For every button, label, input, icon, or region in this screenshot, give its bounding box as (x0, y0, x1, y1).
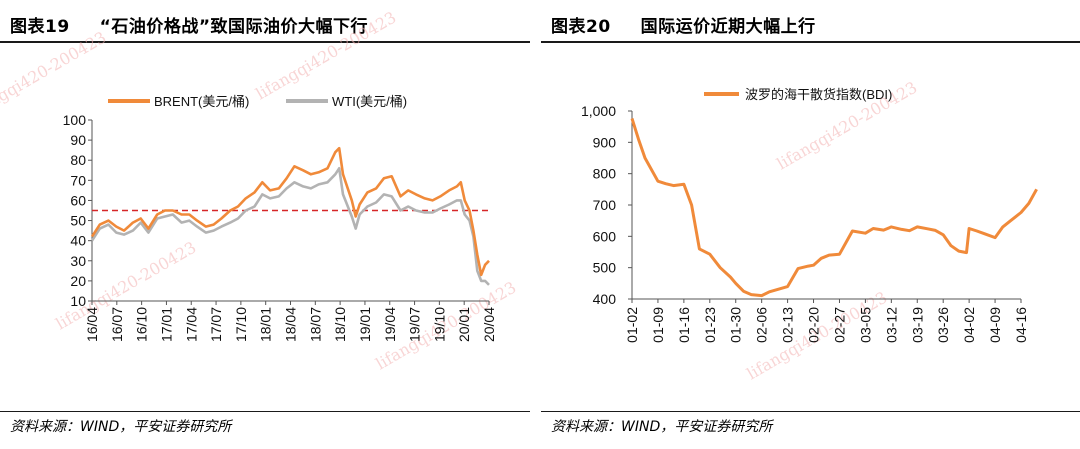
oil-price-chart: lifangqi420-200423 lifangqi420-200423lifa… (0, 8, 519, 374)
y-tick-label: 60 (70, 192, 86, 208)
x-tick-label: 18/10 (332, 307, 348, 342)
x-tick-label: 17/07 (208, 307, 224, 342)
y-tick-label: 400 (593, 291, 617, 307)
x-tick-label: 03-26 (935, 307, 951, 343)
x-tick-label: 01-23 (702, 307, 718, 343)
watermark-text: lifangqi420-200423 (0, 28, 109, 124)
x-tick-label: 04-09 (987, 307, 1003, 343)
source-note: 资料来源：WIND，平安证券研究所 (10, 419, 232, 435)
x-tick-label: 02-06 (754, 307, 770, 343)
x-tick-label: 01-16 (676, 307, 692, 343)
figure-number: 图表20 (551, 17, 611, 37)
x-tick-label: 19/07 (407, 307, 423, 342)
y-tick-label: 600 (593, 228, 617, 244)
x-tick-label: 02-13 (780, 307, 796, 343)
legend-label: WTI(美元/桶) (332, 94, 407, 109)
y-tick-label: 500 (593, 260, 617, 276)
figure-title-text: “石油价格战”致国际油价大幅下行 (99, 17, 369, 37)
x-tick-label: 19/01 (357, 307, 373, 342)
y-tick-label: 100 (63, 112, 87, 128)
figure-title: 图表20 国际运价近期大幅上行 (551, 12, 816, 37)
y-tick-label: 80 (70, 152, 86, 168)
figure-20-panel: 图表20 国际运价近期大幅上行 lifangqi420-200423 lifangq… (541, 0, 1080, 449)
legend-label: BRENT(美元/桶) (154, 94, 249, 109)
y-tick-label: 800 (593, 166, 617, 182)
x-tick-label: 17/10 (233, 307, 249, 342)
figure-19-panel: 图表19 “石油价格战”致国际油价大幅下行 lifangqi420-200423 l… (0, 0, 530, 449)
title-rule (0, 41, 530, 43)
watermark-text: lifangqi420-200423 (253, 8, 400, 104)
x-tick-label: 19/10 (431, 307, 447, 342)
x-tick-label: 20/04 (481, 307, 497, 342)
x-tick-label: 04-16 (1013, 307, 1029, 343)
brent-series-line (90, 146, 490, 277)
y-tick-label: 700 (593, 197, 617, 213)
y-tick-label: 40 (70, 233, 86, 249)
x-tick-label: 16/04 (84, 307, 100, 342)
x-tick-label: 18/01 (258, 307, 274, 342)
figure-title: 图表19 “石油价格战”致国际油价大幅下行 (10, 12, 368, 37)
figure-title-text: 国际运价近期大幅上行 (640, 17, 816, 37)
x-tick-label: 20/01 (456, 307, 472, 342)
x-tick-label: 02-27 (831, 307, 847, 343)
y-tick-label: 30 (70, 253, 86, 269)
x-tick-label: 16/07 (109, 307, 125, 342)
x-tick-label: 17/01 (158, 307, 174, 342)
x-tick-label: 03-12 (883, 307, 899, 343)
bdi-series-line (630, 118, 1038, 298)
y-tick-label: 1,000 (581, 103, 616, 119)
bdi-chart: lifangqi420-200423lifangqi420-2004234005… (581, 78, 1038, 383)
x-tick-label: 17/04 (183, 307, 199, 342)
source-rule (541, 411, 1080, 412)
x-tick-label: 04-02 (961, 307, 977, 343)
y-tick-label: 70 (70, 172, 86, 188)
x-tick-label: 18/04 (283, 307, 299, 342)
source-note: 资料来源：WIND，平安证券研究所 (551, 419, 773, 435)
x-tick-label: 01-30 (728, 307, 744, 343)
source-rule (0, 411, 530, 412)
x-tick-label: 16/10 (134, 307, 150, 342)
wti-series-line (90, 167, 490, 286)
title-rule (541, 41, 1080, 43)
y-tick-label: 900 (593, 134, 617, 150)
x-tick-label: 03-19 (909, 307, 925, 343)
y-tick-label: 50 (70, 213, 86, 229)
x-tick-label: 03-05 (857, 307, 873, 343)
y-tick-label: 90 (70, 132, 86, 148)
x-tick-label: 02-20 (806, 307, 822, 343)
x-tick-label: 01-09 (650, 307, 666, 343)
figure-number: 图表19 (10, 17, 70, 37)
x-tick-label: 19/04 (382, 307, 398, 342)
x-tick-label: 18/07 (307, 307, 323, 342)
y-tick-label: 10 (70, 293, 86, 309)
y-tick-label: 20 (70, 273, 86, 289)
x-tick-label: 01-02 (624, 307, 640, 343)
legend-label: 波罗的海干散货指数(BDI) (745, 87, 892, 102)
